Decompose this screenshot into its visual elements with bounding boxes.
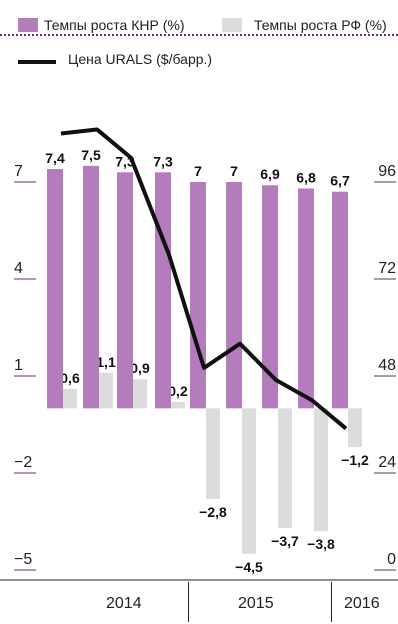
china-value-label: 6,7 <box>330 173 350 189</box>
left-tick-label: −2 <box>14 454 32 471</box>
russia-value-label: −2,8 <box>199 504 227 520</box>
china-legend-label: Темпы роста КНР (%) <box>44 17 185 33</box>
russia-value-label: 0,9 <box>130 360 150 376</box>
russia-value-label: −3,8 <box>307 536 335 552</box>
china-bar <box>155 172 171 409</box>
china-bar <box>332 191 348 409</box>
russia-bar <box>133 379 147 409</box>
russia-bar <box>63 388 77 409</box>
russia-swatch <box>222 18 242 32</box>
russia-bar <box>206 408 220 499</box>
china-bar <box>83 165 99 409</box>
china-bar <box>298 188 314 409</box>
russia-bar <box>171 401 185 409</box>
year-label-2014: 2014 <box>106 595 142 612</box>
china-value-label: 6,8 <box>296 169 316 185</box>
russia-bar <box>314 408 328 532</box>
right-tick-label: 48 <box>378 357 396 374</box>
china-value-label: 6,9 <box>260 166 280 182</box>
year-separator <box>188 582 189 622</box>
russia-value-label: −1,2 <box>341 452 369 468</box>
china-bar <box>226 182 242 409</box>
china-value-label: 7,3 <box>153 153 173 169</box>
russia-value-label: 0,2 <box>168 383 188 399</box>
legend-divider <box>0 34 398 36</box>
legend: Темпы роста КНР (%) Темпы роста РФ (%) Ц… <box>0 0 398 76</box>
left-tick-label: −5 <box>14 551 32 568</box>
china-bar <box>262 185 278 409</box>
china-bar <box>190 182 206 409</box>
china-value-label: 7,4 <box>45 150 65 166</box>
russia-bar <box>278 408 292 528</box>
russia-bar <box>242 408 256 554</box>
right-tick-label: 96 <box>378 163 396 180</box>
russia-bar <box>99 372 113 409</box>
legend-row-growth: Темпы роста КНР (%) Темпы роста РФ (%) <box>0 8 398 36</box>
russia-value-label: 0,6 <box>60 370 80 386</box>
urals-line-swatch <box>18 60 56 64</box>
urals-line <box>60 127 348 431</box>
right-tick-label: 0 <box>387 551 396 568</box>
china-bar <box>117 172 133 409</box>
china-value-label: 7,5 <box>81 147 101 163</box>
year-axis <box>0 580 398 624</box>
china-swatch <box>18 18 38 32</box>
urals-legend-label: Цена URALS ($/барр.) <box>68 51 213 67</box>
left-tick-label: 4 <box>14 260 23 277</box>
russia-value-label: 1,1 <box>96 354 116 370</box>
left-tick-label: 1 <box>14 357 23 374</box>
right-tick-label: 72 <box>378 260 396 277</box>
legend-row-urals: Цена URALS ($/барр.) <box>0 44 398 72</box>
russia-value-label: −3,7 <box>271 533 299 549</box>
russia-bar <box>348 408 362 448</box>
china-bar <box>47 169 63 409</box>
russia-legend-label: Темпы роста РФ (%) <box>254 17 387 33</box>
year-label-2016: 2016 <box>344 595 380 612</box>
left-tick-label: 7 <box>14 163 23 180</box>
right-tick-label: 24 <box>378 454 396 471</box>
china-value-label: 7 <box>194 163 202 179</box>
year-separator <box>331 582 332 622</box>
year-label-2015: 2015 <box>238 595 274 612</box>
russia-value-label: −4,5 <box>235 559 263 575</box>
china-value-label: 7 <box>230 163 238 179</box>
